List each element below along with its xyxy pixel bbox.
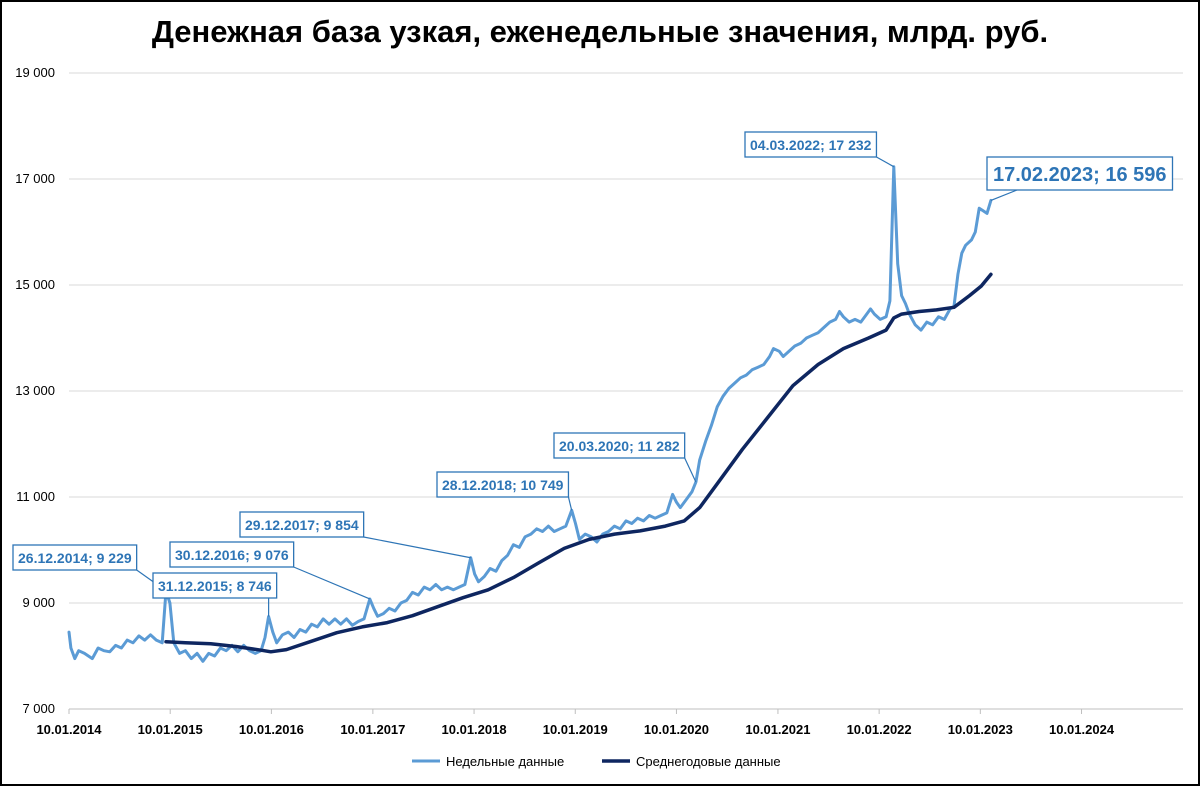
data-callout: 04.03.2022; 17 232 bbox=[744, 131, 895, 168]
callout-label: 26.12.2014; 9 229 bbox=[18, 550, 132, 566]
x-tick-label: 10.01.2019 bbox=[543, 722, 608, 737]
callout-box bbox=[239, 511, 365, 538]
callout-label: 04.03.2022; 17 232 bbox=[750, 137, 872, 153]
callout-box bbox=[152, 572, 278, 599]
x-tick-label: 10.01.2018 bbox=[442, 722, 507, 737]
callout-leader-line bbox=[990, 189, 1018, 201]
data-callout: 29.12.2017; 9 854 bbox=[239, 511, 471, 559]
series-line-weekly bbox=[67, 165, 993, 663]
callout-label: 17.02.2023; 16 596 bbox=[993, 164, 1167, 186]
data-callout: 26.12.2014; 9 229 bbox=[12, 544, 167, 592]
legend-label: Среднегодовые данные bbox=[636, 754, 781, 769]
callout-leader-line bbox=[363, 536, 471, 559]
x-axis: 10.01.2014 10.01.2015 10.01.2016 10.01.2017… bbox=[36, 708, 1183, 737]
callout-label: 29.12.2017; 9 854 bbox=[245, 517, 359, 533]
data-callout: 31.12.2015; 8 746 bbox=[152, 572, 278, 617]
annotations-layer: 26.12.2014; 9 229 31.12.2015; 8 746 30.12.… bbox=[12, 131, 1174, 617]
callout-box bbox=[12, 544, 138, 571]
legend: Недельные данные Среднегодовые данные bbox=[412, 754, 781, 769]
y-tick-label: 7 000 bbox=[22, 701, 55, 716]
callout-box bbox=[986, 156, 1174, 191]
x-tick-label: 10.01.2024 bbox=[1049, 722, 1115, 737]
y-tick-label: 9 000 bbox=[22, 595, 55, 610]
series-line-annual-average bbox=[164, 272, 993, 654]
callout-leader-line bbox=[684, 457, 697, 483]
data-callout: 20.03.2020; 11 282 bbox=[553, 432, 697, 483]
x-tick-label: 10.01.2016 bbox=[239, 722, 304, 737]
callout-label: 31.12.2015; 8 746 bbox=[158, 578, 272, 594]
data-callout: 17.02.2023; 16 596 bbox=[986, 156, 1174, 201]
x-tick-label: 10.01.2020 bbox=[644, 722, 709, 737]
chart-title: Денежная база узкая, еженедельные значен… bbox=[151, 14, 1049, 49]
data-callout: 30.12.2016; 9 076 bbox=[169, 541, 371, 600]
grid-lines bbox=[69, 72, 1183, 604]
x-tick-label: 10.01.2021 bbox=[745, 722, 810, 737]
callout-box bbox=[553, 432, 686, 459]
callout-label: 20.03.2020; 11 282 bbox=[559, 438, 680, 454]
series-layer bbox=[67, 165, 993, 663]
x-tick-label: 10.01.2014 bbox=[36, 722, 102, 737]
legend-label: Недельные данные bbox=[446, 754, 564, 769]
y-tick-label: 11 000 bbox=[16, 489, 55, 504]
callout-box bbox=[169, 541, 295, 568]
y-tick-label: 17 000 bbox=[15, 171, 55, 186]
y-axis-ticks: 7 000 9 000 11 000 13 000 15 000 17 000 19 000 bbox=[15, 65, 55, 716]
callout-label: 28.12.2018; 10 749 bbox=[442, 477, 564, 493]
callout-box bbox=[436, 471, 570, 498]
callout-leader-line bbox=[293, 566, 371, 600]
x-tick-label: 10.01.2017 bbox=[340, 722, 405, 737]
callout-label: 30.12.2016; 9 076 bbox=[175, 547, 289, 563]
x-tick-label: 10.01.2015 bbox=[138, 722, 203, 737]
y-tick-label: 19 000 bbox=[15, 65, 55, 80]
callout-leader-line bbox=[876, 156, 895, 168]
y-tick-label: 15 000 bbox=[15, 277, 55, 292]
x-tick-label: 10.01.2023 bbox=[948, 722, 1013, 737]
callout-leader-line bbox=[567, 496, 573, 511]
callout-box bbox=[744, 131, 878, 158]
y-tick-label: 13 000 bbox=[15, 383, 55, 398]
x-tick-label: 10.01.2022 bbox=[847, 722, 912, 737]
data-callout: 28.12.2018; 10 749 bbox=[436, 471, 573, 511]
